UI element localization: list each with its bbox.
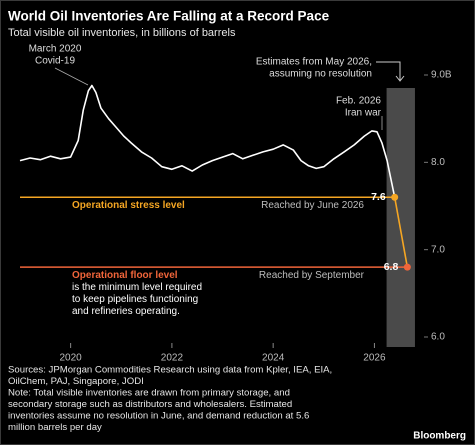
footer-text: Note: Total visible inventories are draw… <box>8 388 290 399</box>
estimate-point <box>403 263 411 271</box>
annotation: Covid-19 <box>35 56 75 67</box>
value-label: 6.8 <box>384 261 399 273</box>
reference-description: and refineries operating. <box>72 306 180 317</box>
annotation: Iran war <box>345 108 382 119</box>
estimate-point <box>391 193 399 201</box>
chart-title: World Oil Inventories Are Falling at a R… <box>8 9 330 24</box>
reference-note: Reached by June 2026 <box>261 200 364 211</box>
annotation: Feb. 2026 <box>336 96 381 107</box>
value-label: 7.6 <box>371 191 386 203</box>
estimate-band <box>386 88 415 347</box>
x-tick-label: 2020 <box>60 353 83 364</box>
annotation-leader <box>54 67 89 86</box>
y-tick-label: 9.0B <box>431 70 452 81</box>
x-tick-label: 2022 <box>161 353 184 364</box>
footer-text: Sources: JPMorgan Commodities Research u… <box>8 365 332 376</box>
footer-text: million barrels per day <box>8 422 102 433</box>
footer-text: OilChem, PAJ, Singapore, JODI <box>8 376 144 387</box>
x-tick-label: 2026 <box>363 353 386 364</box>
annotation: Estimates from May 2026, <box>256 57 372 68</box>
footer-text: secondary storage such as distributors a… <box>8 399 292 410</box>
annotation: assuming no resolution <box>269 69 372 80</box>
estimate-line <box>393 197 409 268</box>
reference-note: Reached by September <box>259 270 365 281</box>
footer-text: inventories assume no resolution in June… <box>8 411 309 422</box>
chart-subtitle: Total visible oil inventories, in billio… <box>8 27 236 39</box>
series-line <box>19 84 396 198</box>
x-tick-label: 2024 <box>262 353 285 364</box>
reference-description: is the minimum level required <box>72 282 202 293</box>
reference-label: Operational floor level <box>72 270 178 281</box>
reference-description: to keep pipelines functioning <box>72 294 198 305</box>
reference-label: Operational stress level <box>72 200 185 211</box>
annotation: March 2020 <box>29 44 82 55</box>
estimate-arrow <box>376 61 405 82</box>
y-tick-label: 8.0 <box>431 157 445 168</box>
y-tick-label: 6.0 <box>431 332 445 343</box>
brand: Bloomberg <box>413 431 466 442</box>
y-tick-label: 7.0 <box>431 244 445 255</box>
